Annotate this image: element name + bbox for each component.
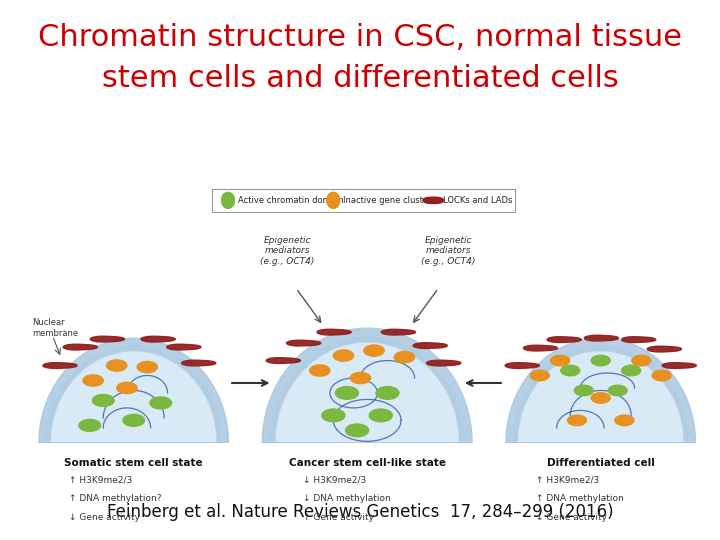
Ellipse shape [92, 394, 114, 407]
Ellipse shape [336, 387, 359, 399]
Polygon shape [50, 350, 217, 443]
Polygon shape [585, 335, 618, 341]
Text: ↑ Gene activity: ↑ Gene activity [303, 513, 374, 522]
Ellipse shape [551, 355, 570, 366]
Ellipse shape [531, 370, 549, 381]
Ellipse shape [561, 365, 580, 376]
Ellipse shape [327, 192, 340, 208]
Text: Somatic stem cell state: Somatic stem cell state [64, 458, 203, 468]
Ellipse shape [83, 375, 103, 386]
Polygon shape [275, 342, 459, 443]
Polygon shape [517, 350, 684, 443]
Ellipse shape [395, 352, 415, 363]
Polygon shape [423, 197, 444, 204]
Polygon shape [271, 443, 464, 445]
Text: ↑ H3K9me2/3: ↑ H3K9me2/3 [69, 475, 132, 484]
Polygon shape [167, 344, 201, 350]
Ellipse shape [117, 382, 137, 394]
Text: ↓ DNA methylation: ↓ DNA methylation [303, 494, 391, 503]
Polygon shape [47, 443, 221, 445]
Ellipse shape [652, 370, 671, 381]
Ellipse shape [591, 355, 610, 366]
Text: Cancer stem cell-like state: Cancer stem cell-like state [289, 458, 446, 468]
Text: LOCKs and LADs: LOCKs and LADs [443, 196, 512, 205]
Ellipse shape [364, 345, 384, 356]
Polygon shape [317, 329, 351, 335]
Polygon shape [141, 336, 175, 342]
Text: ↓ Gene activity: ↓ Gene activity [69, 513, 140, 522]
Polygon shape [271, 338, 464, 443]
Text: Differentiated cell: Differentiated cell [546, 458, 654, 468]
Text: stem cells and differentiated cells: stem cells and differentiated cells [102, 64, 618, 93]
Ellipse shape [351, 373, 371, 383]
Text: Feinberg et al. Nature Reviews Genetics  17, 284–299 (2016): Feinberg et al. Nature Reviews Genetics … [107, 503, 613, 521]
Text: Chromatin structure in CSC, normal tissue: Chromatin structure in CSC, normal tissu… [38, 23, 682, 52]
Ellipse shape [310, 365, 330, 376]
Ellipse shape [615, 415, 634, 426]
Ellipse shape [567, 415, 587, 426]
Ellipse shape [346, 424, 369, 437]
Ellipse shape [608, 385, 627, 396]
Text: ↑ DNA methylation?: ↑ DNA methylation? [69, 494, 162, 503]
Polygon shape [662, 363, 696, 368]
Polygon shape [547, 337, 581, 342]
Polygon shape [513, 347, 688, 443]
Text: ↑ H3K9me2/3: ↑ H3K9me2/3 [536, 475, 600, 484]
Text: Active chromatin domain: Active chromatin domain [238, 196, 344, 205]
Ellipse shape [222, 192, 235, 208]
Polygon shape [43, 363, 77, 368]
Polygon shape [505, 363, 539, 368]
Polygon shape [63, 344, 97, 350]
Polygon shape [523, 345, 558, 351]
Text: Nuclear
membrane: Nuclear membrane [32, 318, 78, 338]
Polygon shape [47, 347, 221, 443]
Ellipse shape [369, 409, 392, 422]
Polygon shape [181, 360, 216, 366]
Ellipse shape [150, 397, 171, 409]
Ellipse shape [591, 393, 610, 403]
Polygon shape [413, 343, 447, 348]
Ellipse shape [137, 361, 158, 373]
Text: ↑ DNA methylation: ↑ DNA methylation [536, 494, 624, 503]
Polygon shape [647, 346, 682, 352]
Ellipse shape [575, 385, 593, 396]
Text: Epigenetic
mediators
(e.g., OCT4): Epigenetic mediators (e.g., OCT4) [421, 236, 476, 266]
Polygon shape [621, 337, 656, 342]
Text: Epigenetic
mediators
(e.g., OCT4): Epigenetic mediators (e.g., OCT4) [260, 236, 315, 266]
Ellipse shape [123, 414, 145, 427]
Polygon shape [39, 338, 228, 443]
Polygon shape [90, 336, 125, 342]
Polygon shape [287, 340, 321, 346]
Polygon shape [427, 360, 461, 366]
Polygon shape [262, 328, 472, 443]
Ellipse shape [621, 365, 641, 376]
FancyBboxPatch shape [212, 188, 516, 212]
Polygon shape [513, 443, 688, 445]
Ellipse shape [322, 409, 345, 422]
Polygon shape [266, 357, 300, 363]
Ellipse shape [79, 420, 101, 431]
Polygon shape [382, 329, 415, 335]
Ellipse shape [632, 355, 651, 366]
Text: ↓ H3K9me2/3: ↓ H3K9me2/3 [303, 475, 366, 484]
Ellipse shape [376, 387, 399, 399]
Ellipse shape [333, 350, 354, 361]
Ellipse shape [107, 360, 127, 371]
Text: Inactive gene cluster: Inactive gene cluster [343, 196, 432, 205]
Text: ↓ Gene activity: ↓ Gene activity [536, 513, 608, 522]
Polygon shape [506, 338, 696, 443]
